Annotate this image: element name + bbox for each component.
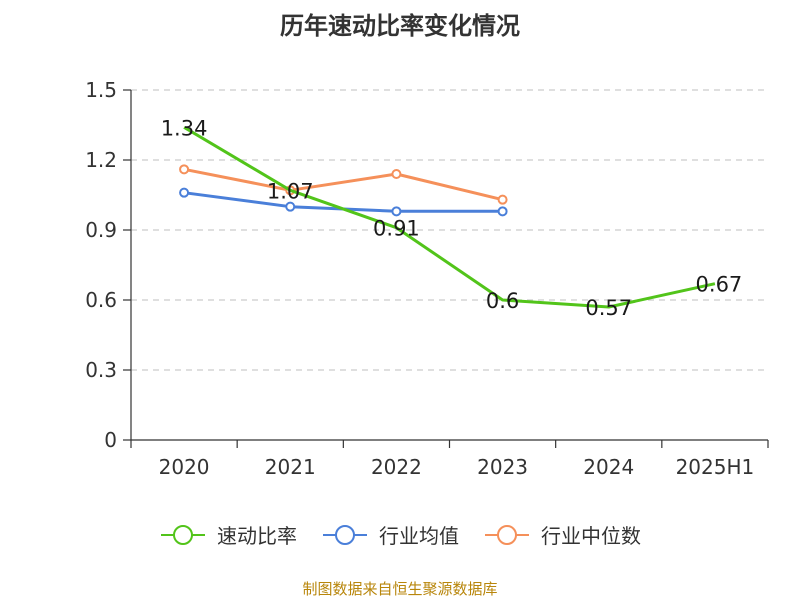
legend-label-industry-median: 行业中位数 xyxy=(541,524,641,548)
y-tick-label: 0 xyxy=(104,428,117,452)
data-point xyxy=(179,164,190,175)
series-line xyxy=(183,126,716,309)
x-tick-label: 2020 xyxy=(159,455,210,479)
data-point xyxy=(391,169,402,179)
data-label: 1.34 xyxy=(161,116,208,140)
legend: 速动比率 行业均值 行业中位数 xyxy=(0,520,800,549)
legend-item-quick-ratio[interactable]: 速动比率 xyxy=(159,520,297,549)
data-label: 0.67 xyxy=(696,273,743,297)
x-tick-label: 2021 xyxy=(265,455,316,479)
data-point xyxy=(497,194,508,205)
data-label: 0.91 xyxy=(373,217,420,241)
x-tick-label: 2022 xyxy=(371,455,422,479)
data-point xyxy=(285,201,296,212)
legend-label-quick-ratio: 速动比率 xyxy=(217,524,297,548)
data-point xyxy=(497,206,508,217)
y-tick-label: 0.3 xyxy=(85,358,117,382)
legend-item-industry-median[interactable]: 行业中位数 xyxy=(483,520,641,549)
data-point xyxy=(391,206,402,217)
y-tick-label: 0.9 xyxy=(85,218,117,242)
legend-marker-industry-mean xyxy=(323,524,367,545)
data-label: 0.57 xyxy=(585,296,632,320)
y-tick-label: 1.5 xyxy=(85,78,117,102)
data-point xyxy=(179,187,190,198)
x-tick-label: 2024 xyxy=(583,455,634,479)
x-tick-label: 2023 xyxy=(477,455,528,479)
y-tick-label: 1.2 xyxy=(85,148,117,172)
y-tick-label: 0.6 xyxy=(85,288,117,312)
legend-label-industry-mean: 行业均值 xyxy=(379,524,459,548)
source-note: 制图数据来自恒生聚源数据库 xyxy=(302,580,498,598)
legend-item-industry-mean[interactable]: 行业均值 xyxy=(321,520,459,549)
data-label: 1.07 xyxy=(267,179,314,203)
legend-marker-industry-median xyxy=(485,524,529,545)
data-label: 0.6 xyxy=(486,289,519,313)
chart-title: 历年速动比率变化情况 xyxy=(280,12,520,40)
series-line xyxy=(183,167,503,202)
x-tick-label: 2025H1 xyxy=(676,455,755,479)
legend-marker-quick-ratio xyxy=(161,524,205,545)
